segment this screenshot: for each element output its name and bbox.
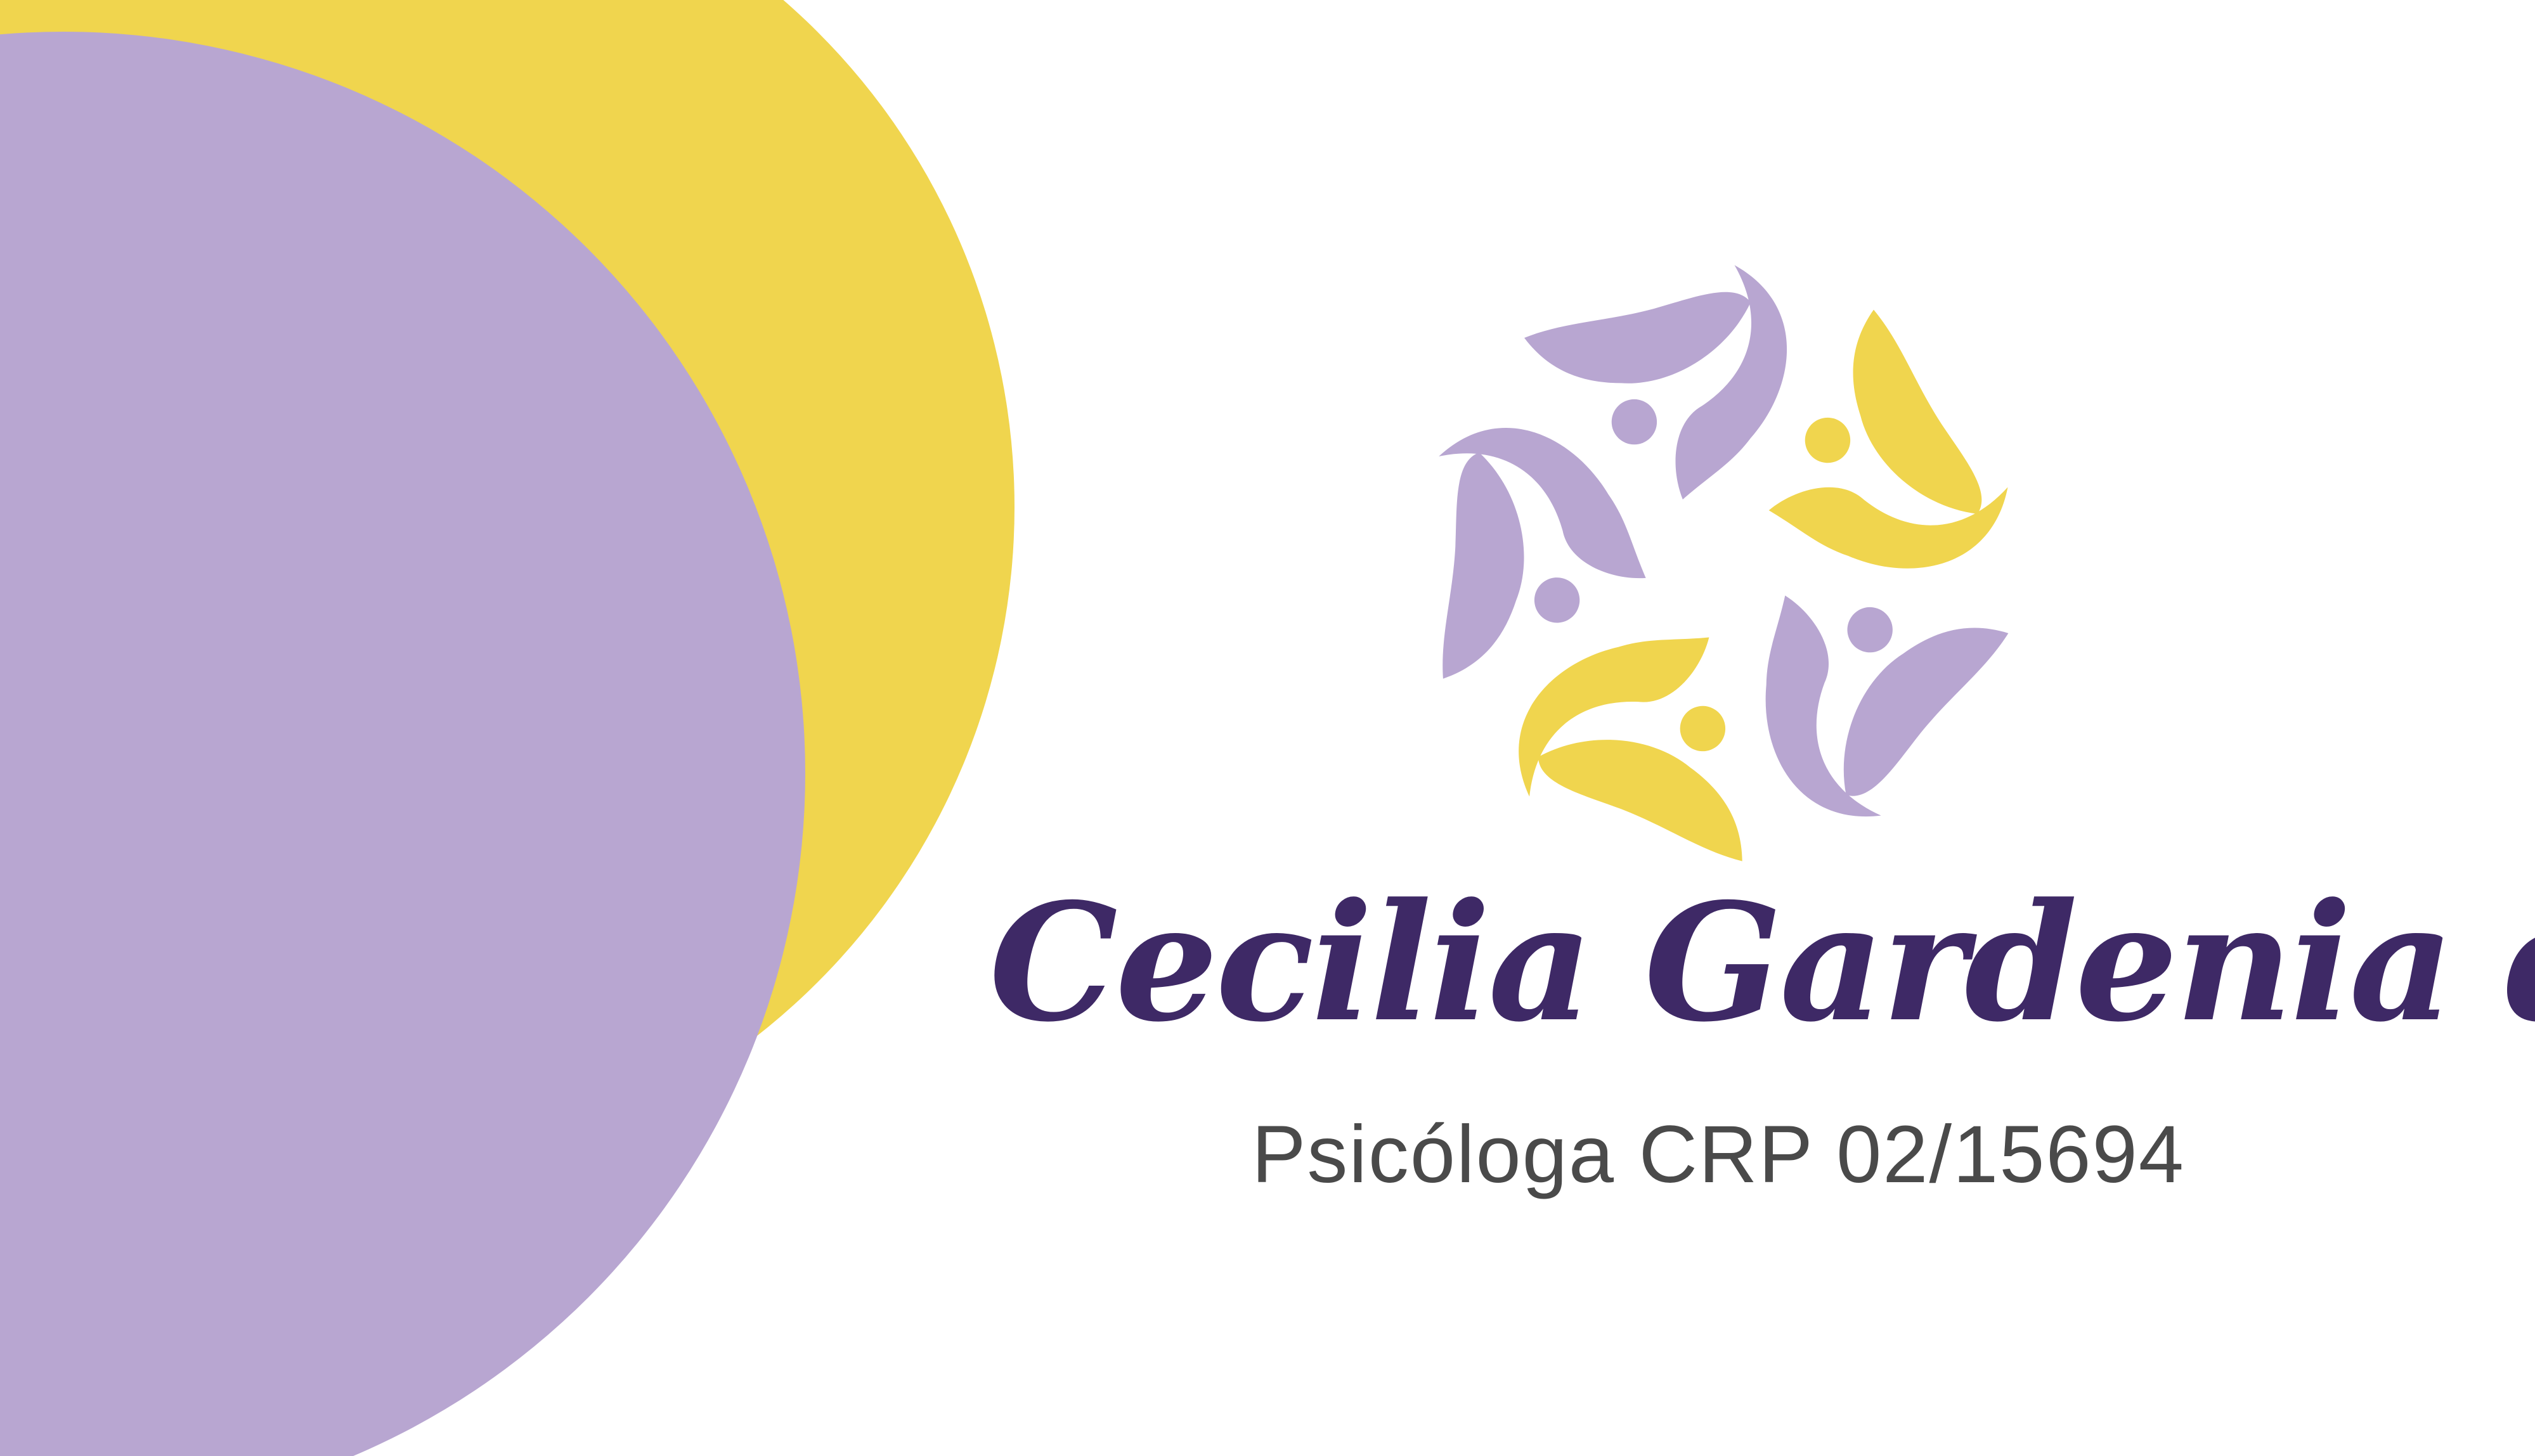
petal-shape: [1853, 309, 1982, 514]
figure-head: [1847, 607, 1893, 653]
petal-figure-2: [1768, 309, 2008, 569]
petal-figure-3: [1765, 595, 2009, 817]
petal-shape: [1524, 292, 1751, 383]
figure-head: [1611, 399, 1657, 445]
figure-head: [1680, 705, 1726, 752]
flower-people-logo-icon: [1439, 265, 2009, 861]
person-name: Cecilia Gardenia de Sales: [989, 868, 2535, 1058]
petal-shape: [1519, 637, 1709, 797]
figure-head: [1805, 417, 1851, 463]
petal-shape: [1843, 628, 2009, 796]
lavender-circle: [0, 32, 805, 1456]
petal-shape: [1675, 265, 1787, 499]
petal-shape: [1439, 427, 1646, 579]
petal-shape: [1765, 595, 1881, 817]
petal-shape: [1768, 487, 2008, 569]
petal-shape: [1538, 740, 1742, 861]
figure-head: [1534, 577, 1580, 623]
petal-figure-5: [1439, 427, 1646, 679]
profession-registration: Psicóloga CRP 02/15694: [1252, 1109, 2185, 1200]
petal-figure-4: [1519, 637, 1742, 861]
petal-figure-1: [1524, 265, 1787, 499]
petal-shape: [1443, 452, 1524, 679]
